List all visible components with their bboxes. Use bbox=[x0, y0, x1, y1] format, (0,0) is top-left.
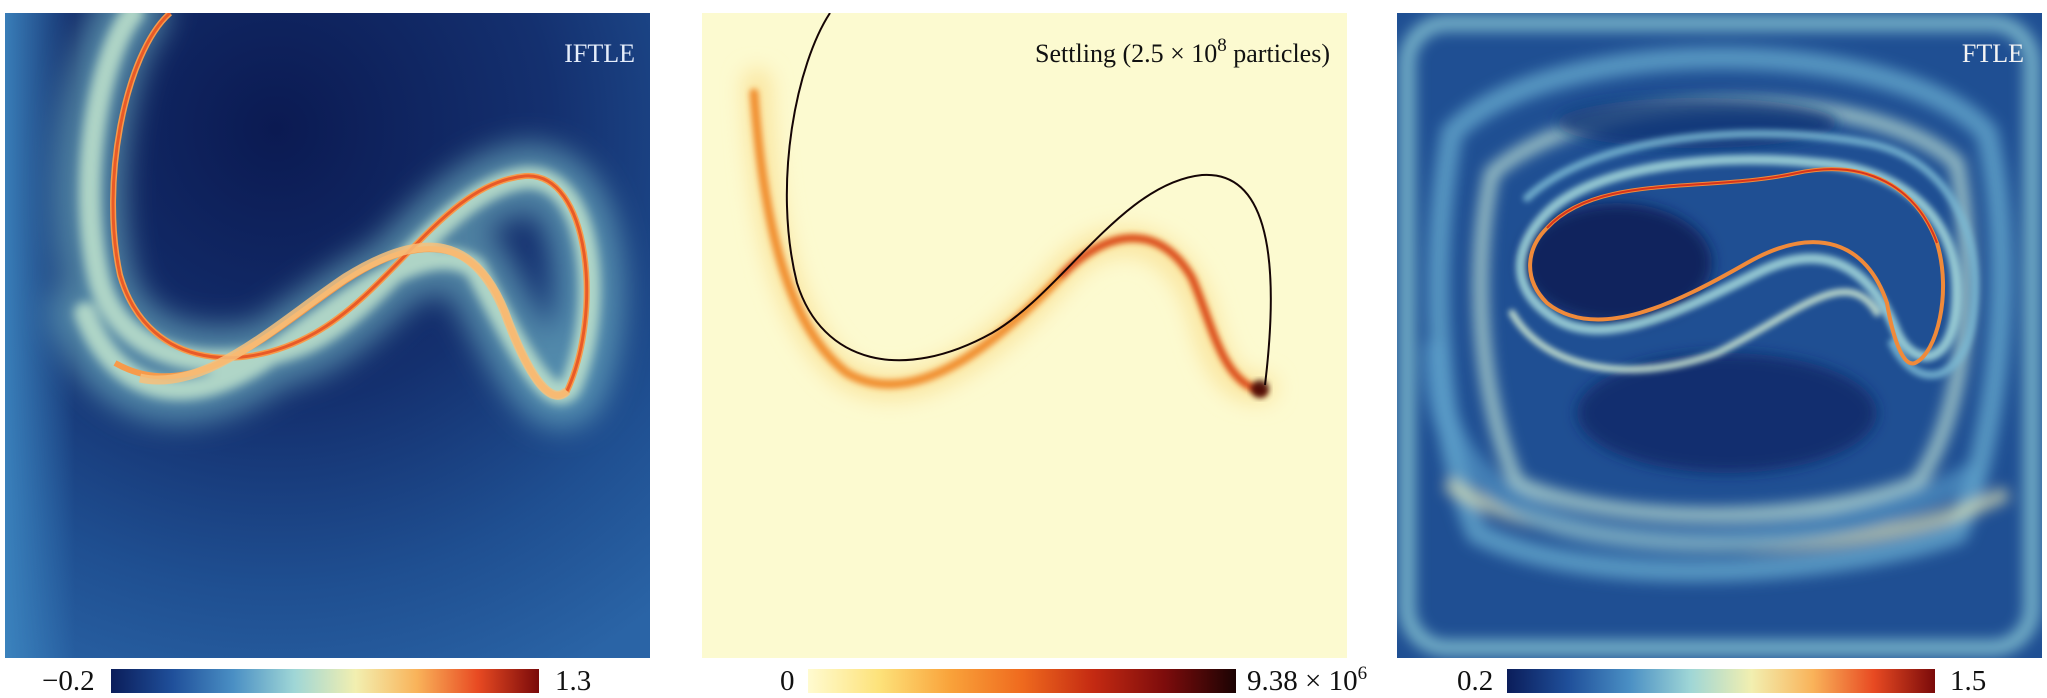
title-exponent: 8 bbox=[1217, 35, 1227, 56]
ftle-colorbar bbox=[1507, 669, 1935, 693]
title-text: Settling (2.5 × 10 bbox=[1035, 39, 1218, 68]
colorbar-max-label: 1.5 bbox=[1950, 665, 1987, 697]
iftle-colorbar bbox=[111, 669, 539, 693]
colorbar-min-label: −0.2 bbox=[42, 665, 95, 697]
colorbar-min-label: 0.2 bbox=[1457, 665, 1494, 697]
title-tail: particles) bbox=[1226, 39, 1330, 68]
colorbar-max-label: 1.3 bbox=[555, 665, 592, 697]
panel-title: Settling (2.5 × 108 particles) bbox=[1035, 36, 1330, 69]
ftle-field bbox=[1397, 13, 2042, 658]
colorbar-min-label: 0 bbox=[780, 665, 795, 697]
settling-density-field bbox=[702, 13, 1347, 658]
panel-title: FTLE bbox=[1961, 39, 2024, 68]
iftle-field bbox=[5, 13, 650, 658]
colorbar-max-exponent: 6 bbox=[1357, 663, 1368, 684]
settling-panel: Settling (2.5 × 108 particles) bbox=[702, 13, 1347, 658]
colorbar-max-mantissa: 9.38 × 10 bbox=[1247, 665, 1358, 697]
ftle-panel: FTLE bbox=[1397, 13, 2042, 658]
iftle-panel: IFTLE bbox=[5, 13, 650, 658]
panel-title: IFTLE bbox=[564, 39, 635, 68]
colorbar-max-label: 9.38 × 106 bbox=[1247, 664, 1367, 698]
settling-colorbar bbox=[808, 669, 1236, 693]
